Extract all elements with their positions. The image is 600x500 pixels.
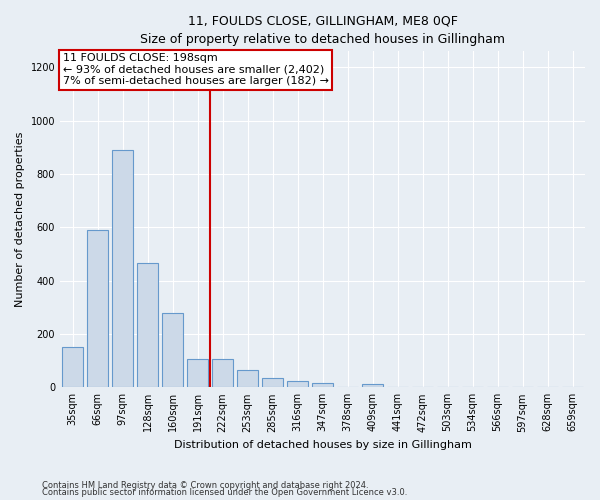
Bar <box>237 370 258 388</box>
Text: 11 FOULDS CLOSE: 198sqm
← 93% of detached houses are smaller (2,402)
7% of semi-: 11 FOULDS CLOSE: 198sqm ← 93% of detache… <box>62 53 329 86</box>
Bar <box>87 230 108 388</box>
Bar <box>112 150 133 388</box>
Bar <box>287 380 308 388</box>
Bar <box>62 348 83 388</box>
Bar <box>312 382 333 388</box>
Bar <box>162 312 183 388</box>
X-axis label: Distribution of detached houses by size in Gillingham: Distribution of detached houses by size … <box>173 440 472 450</box>
Bar <box>137 264 158 388</box>
Text: Contains public sector information licensed under the Open Government Licence v3: Contains public sector information licen… <box>42 488 407 497</box>
Bar <box>362 384 383 388</box>
Bar <box>212 360 233 388</box>
Text: Contains HM Land Registry data © Crown copyright and database right 2024.: Contains HM Land Registry data © Crown c… <box>42 480 368 490</box>
Bar <box>187 360 208 388</box>
Title: 11, FOULDS CLOSE, GILLINGHAM, ME8 0QF
Size of property relative to detached hous: 11, FOULDS CLOSE, GILLINGHAM, ME8 0QF Si… <box>140 15 505 46</box>
Bar <box>262 378 283 388</box>
Y-axis label: Number of detached properties: Number of detached properties <box>15 132 25 307</box>
